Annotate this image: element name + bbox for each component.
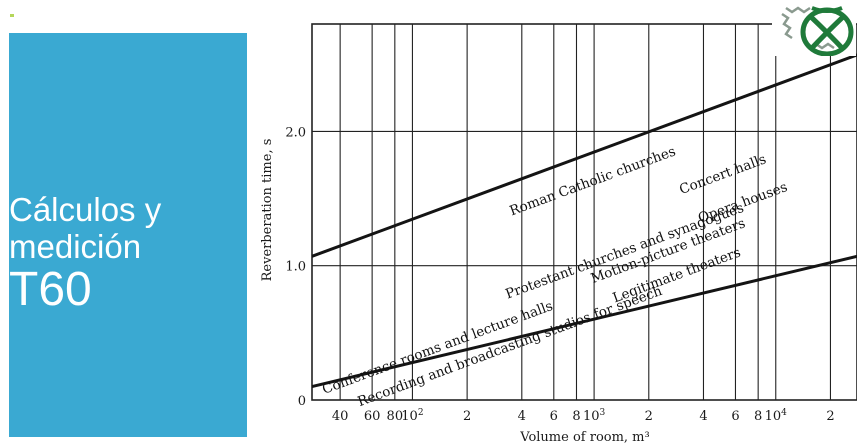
x-tick-label-base: 2 — [463, 409, 471, 424]
x-tick-label: 103 — [583, 408, 606, 424]
x-tick-label-base: 4 — [518, 409, 526, 424]
plot-frame — [311, 23, 857, 401]
x-tick-label-base: 4 — [699, 409, 707, 424]
x-tick-label: 102 — [401, 408, 423, 424]
x-tick-label: 104 — [765, 408, 788, 424]
upper-bound-line — [311, 53, 857, 258]
x-tick-label: 60 — [364, 409, 381, 424]
x-tick-label: 2 — [826, 409, 834, 424]
x-tick-label: 40 — [332, 409, 349, 424]
corner-marker — [10, 14, 14, 17]
x-tick-label-base: 60 — [364, 409, 381, 424]
y-tick-label: 1.0 — [285, 260, 306, 275]
title-line-2: medición — [9, 228, 142, 265]
x-tick-label-base: 10 — [765, 409, 782, 424]
curve-annotation: Roman Catholic churches — [507, 143, 678, 219]
x-tick-label-base: 2 — [826, 409, 834, 424]
x-tick-label-base: 8 — [572, 409, 580, 424]
x-tick-label: 2 — [463, 409, 471, 424]
x-tick-label-base: 6 — [731, 409, 739, 424]
x-tick-label: 6 — [731, 409, 739, 424]
x-tick-label-base: 2 — [645, 409, 653, 424]
university-seal-icon — [772, 4, 856, 56]
x-tick-label: 4 — [518, 409, 526, 424]
x-tick-label: 6 — [550, 409, 558, 424]
x-tick-label: 4 — [699, 409, 707, 424]
x-tick-label-base: 40 — [332, 409, 349, 424]
y-tick-label: 0 — [298, 394, 306, 409]
x-tick-label-base: 10 — [401, 409, 418, 424]
x-tick-label: 2 — [645, 409, 653, 424]
x-axis-title: Volume of room, m³ — [519, 430, 649, 443]
x-tick-label: 8 — [754, 409, 762, 424]
x-tick-label-exponent: 4 — [781, 408, 787, 418]
title-line-3: T60 — [9, 263, 92, 316]
title-line-1: Cálculos y — [9, 191, 162, 228]
slide-title: Cálculos y medición T60 — [9, 191, 161, 315]
x-tick-label-exponent: 2 — [418, 408, 424, 418]
x-tick-label: 80 — [387, 409, 404, 424]
y-axis-title: Reverberation time, s — [260, 139, 275, 282]
x-tick-label-base: 10 — [583, 409, 600, 424]
x-tick-label-base: 6 — [550, 409, 558, 424]
x-tick-label-base: 80 — [387, 409, 404, 424]
title-panel: Cálculos y medición T60 — [9, 33, 247, 437]
y-tick-label: 2.0 — [285, 125, 306, 140]
lower-bound-line — [311, 254, 857, 389]
x-tick-label-base: 8 — [754, 409, 762, 424]
x-tick-label-exponent: 3 — [600, 408, 606, 418]
x-tick-label: 8 — [572, 409, 580, 424]
